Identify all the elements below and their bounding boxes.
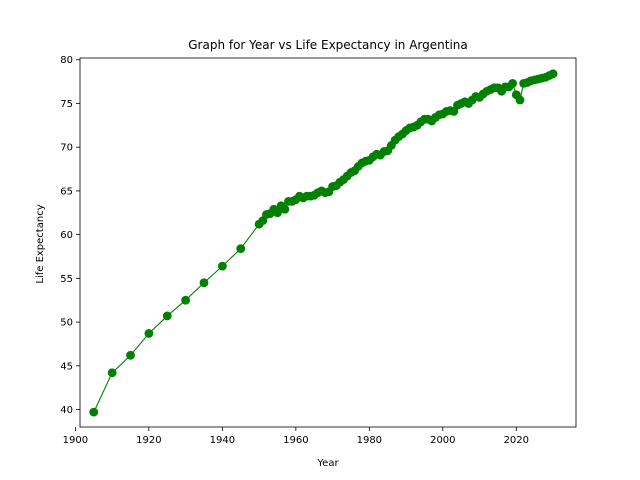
y-tick-label: 45 [60, 361, 73, 372]
data-point [515, 95, 525, 105]
x-tick-label: 1920 [136, 435, 161, 446]
x-tick-label: 2000 [430, 435, 455, 446]
data-point [126, 350, 135, 360]
data-point [217, 261, 227, 271]
y-tick-label: 70 [60, 143, 73, 154]
data-point [199, 278, 209, 288]
x-tick-label: 1980 [357, 435, 382, 446]
x-tick-label: 1940 [210, 435, 235, 446]
data-point [236, 244, 246, 254]
x-tick-label: 2020 [504, 435, 529, 446]
y-axis: 40 45 50 55 60 65 70 75 80 [60, 55, 80, 416]
y-tick-label: 55 [60, 274, 73, 285]
data-point [508, 78, 518, 88]
data-point [548, 69, 558, 79]
data-point [107, 368, 117, 378]
y-tick-label: 75 [60, 99, 73, 110]
y-tick-label: 65 [60, 186, 73, 197]
chart-title: Graph for Year vs Life Expectancy in Arg… [188, 38, 468, 52]
x-tick-label: 1900 [63, 435, 88, 446]
data-point [162, 311, 172, 321]
data-point [144, 329, 154, 338]
plot-area [79, 57, 577, 428]
y-tick-label: 50 [60, 318, 73, 329]
data-point [181, 295, 191, 305]
series-line [93, 73, 554, 413]
y-axis-label: Life Expectancy [35, 204, 46, 283]
y-tick-label: 40 [60, 405, 73, 416]
data-point [89, 407, 99, 417]
y-tick-label: 80 [60, 55, 73, 66]
plot-frame [79, 57, 577, 428]
x-axis-label: Year [316, 458, 339, 469]
data-point [280, 204, 290, 214]
x-tick-label: 1960 [283, 435, 308, 446]
x-axis: 1900 1920 1940 1960 1980 2000 2020 [63, 427, 529, 446]
data-point [273, 208, 282, 218]
y-tick-label: 60 [60, 230, 73, 241]
